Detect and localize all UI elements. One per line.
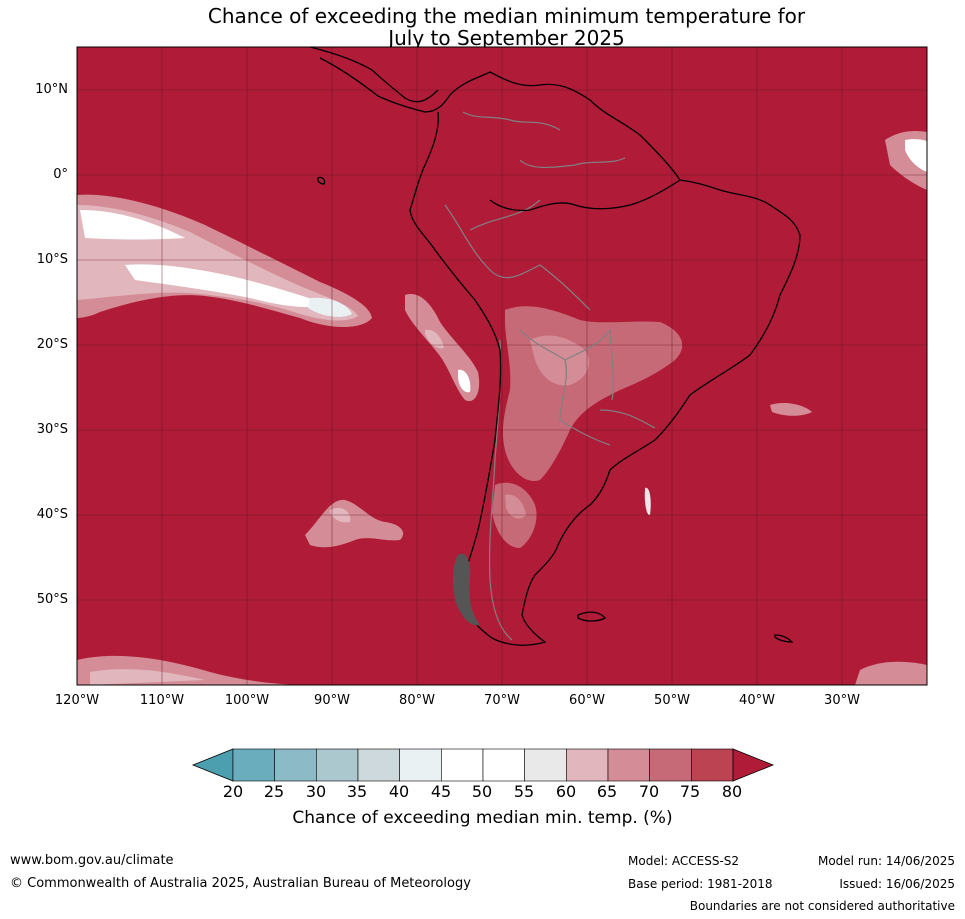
- colorbar-segment: [691, 748, 734, 782]
- colorbar-segment: [274, 748, 317, 782]
- colorbar-tick-65: 65: [596, 782, 618, 801]
- pacific-band-core2: [308, 297, 352, 317]
- colorbar-segment: [566, 748, 609, 782]
- atlantic-stripe: [644, 487, 651, 516]
- lon-label-100w: 100°W: [224, 693, 270, 708]
- colorbar-tick-75: 75: [679, 782, 701, 801]
- peru-patch-inner: [458, 369, 471, 393]
- atlantic-coast-patch: [770, 402, 812, 416]
- lon-label-110w: 110°W: [139, 693, 185, 708]
- lon-label-40w: 40°W: [739, 693, 775, 708]
- colorbar-tick-50: 50: [471, 782, 493, 801]
- base-period: Base period: 1981-2018: [628, 877, 773, 891]
- website-link[interactable]: www.bom.gov.au/climate: [10, 853, 174, 868]
- lon-label-30w: 30°W: [824, 693, 860, 708]
- colorbar-tick-80: 80: [721, 782, 743, 801]
- colorbar-segment: [649, 748, 692, 782]
- south-pacific-patch: [305, 499, 404, 548]
- lat-label-10n: 10°N: [35, 82, 68, 97]
- lat-label-0: 0°: [53, 167, 68, 182]
- boundaries-disclaimer: Boundaries are not considered authoritat…: [689, 899, 955, 913]
- colorbar-tick-30: 30: [305, 782, 327, 801]
- pacific-band-core: [125, 264, 330, 308]
- colorbar-tick-70: 70: [638, 782, 660, 801]
- colorbar-segment: [399, 748, 442, 782]
- copyright-text: © Commonwealth of Australia 2025, Austra…: [10, 876, 471, 891]
- colorbar-extend-low: [191, 748, 234, 782]
- colorbar-label: Chance of exceeding median min. temp. (%…: [292, 808, 673, 828]
- lat-label-40s: 40°S: [36, 507, 68, 522]
- lon-label-70w: 70°W: [484, 693, 520, 708]
- colorbar-segment: [316, 748, 359, 782]
- colorbar-tick-25: 25: [263, 782, 285, 801]
- lon-label-80w: 80°W: [399, 693, 435, 708]
- issued-date: Issued: 16/06/2025: [839, 877, 955, 891]
- colorbar-segment: [607, 748, 650, 782]
- lat-label-30s: 30°S: [36, 422, 68, 437]
- lon-label-90w: 90°W: [314, 693, 350, 708]
- patagonia-patch-inner: [505, 494, 526, 519]
- figure-title-line1: Chance of exceeding the median minimum t…: [207, 4, 806, 28]
- lat-label-10s: 10°S: [36, 252, 68, 267]
- lon-label-120w: 120°W: [54, 693, 100, 708]
- graticule: [77, 47, 927, 685]
- colorbar-tick-40: 40: [388, 782, 410, 801]
- colorbar-segment: [357, 748, 400, 782]
- figure-title-line2: July to September 2025: [388, 26, 625, 50]
- colorbar-tick-20: 20: [222, 782, 244, 801]
- map-frame: [76, 46, 928, 686]
- colorbar-extend-high: [732, 748, 775, 782]
- atlantic-edge-inner: [905, 139, 927, 172]
- pacific-band-inner: [80, 210, 185, 240]
- lat-label-20s: 20°S: [36, 337, 68, 352]
- model-name: Model: ACCESS-S2: [628, 854, 740, 868]
- colorbar-tick-60: 60: [555, 782, 577, 801]
- colorbar-tick-35: 35: [346, 782, 368, 801]
- lat-label-50s: 50°S: [36, 592, 68, 607]
- colorbar-tick-55: 55: [513, 782, 535, 801]
- southern-band-east: [855, 661, 927, 685]
- model-run-date: Model run: 14/06/2025: [817, 854, 955, 868]
- colorbar-tick-45: 45: [430, 782, 452, 801]
- chilean-fjords: [453, 553, 480, 626]
- lon-label-50w: 50°W: [654, 693, 690, 708]
- coastline: [309, 47, 801, 646]
- peru-patch-inner2: [425, 329, 444, 349]
- colorbar-segment: [482, 748, 525, 782]
- colorbar-segment: [441, 748, 484, 782]
- colorbar-segment: [524, 748, 567, 782]
- lon-label-60w: 60°W: [569, 693, 605, 708]
- colorbar-segment: [232, 748, 275, 782]
- southern-band-inner: [90, 669, 205, 685]
